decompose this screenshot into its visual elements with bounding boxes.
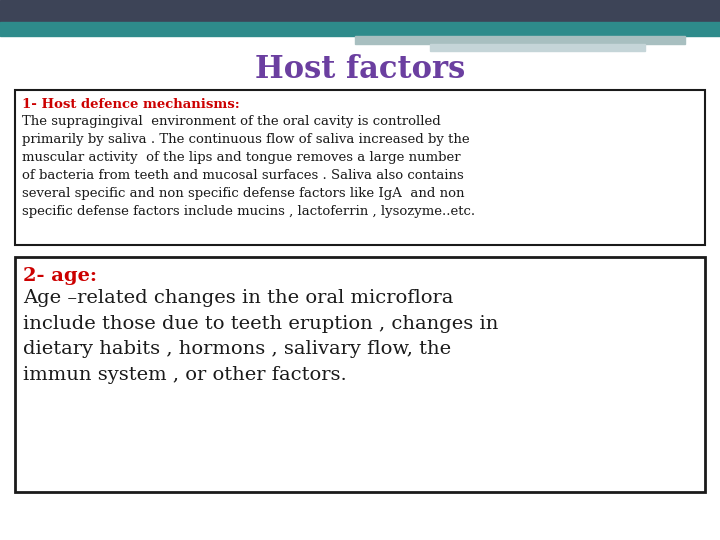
Bar [0,22,720,36]
Text: Host factors: Host factors [255,55,465,85]
Text: 1- Host defence mechanisms:: 1- Host defence mechanisms: [22,98,240,111]
FancyBboxPatch shape [15,257,705,492]
FancyBboxPatch shape [15,90,705,245]
Text: 2- age:: 2- age: [23,267,97,285]
Text: The supragingival  environment of the oral cavity is controlled
primarily by sal: The supragingival environment of the ora… [22,115,475,218]
Text: Age –related changes in the oral microflora
include those due to teeth eruption : Age –related changes in the oral microfl… [23,289,498,384]
Bar [355,36,685,44]
Bar [0,0,720,22]
Bar [430,44,645,51]
